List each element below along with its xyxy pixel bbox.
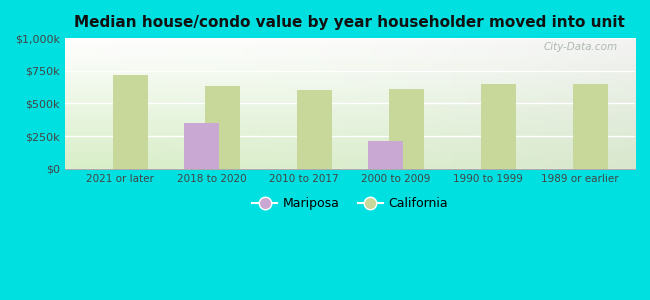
Bar [205,86,240,169]
Bar [368,141,403,169]
Text: City-Data.com: City-Data.com [544,42,618,52]
Bar [573,84,608,169]
Title: Median house/condo value by year householder moved into unit: Median house/condo value by year househo… [75,15,625,30]
Bar [184,123,219,169]
Legend: Mariposa, California: Mariposa, California [247,192,452,215]
Bar [297,90,332,169]
Bar [113,75,148,169]
Bar [389,89,424,169]
Bar [481,84,516,169]
